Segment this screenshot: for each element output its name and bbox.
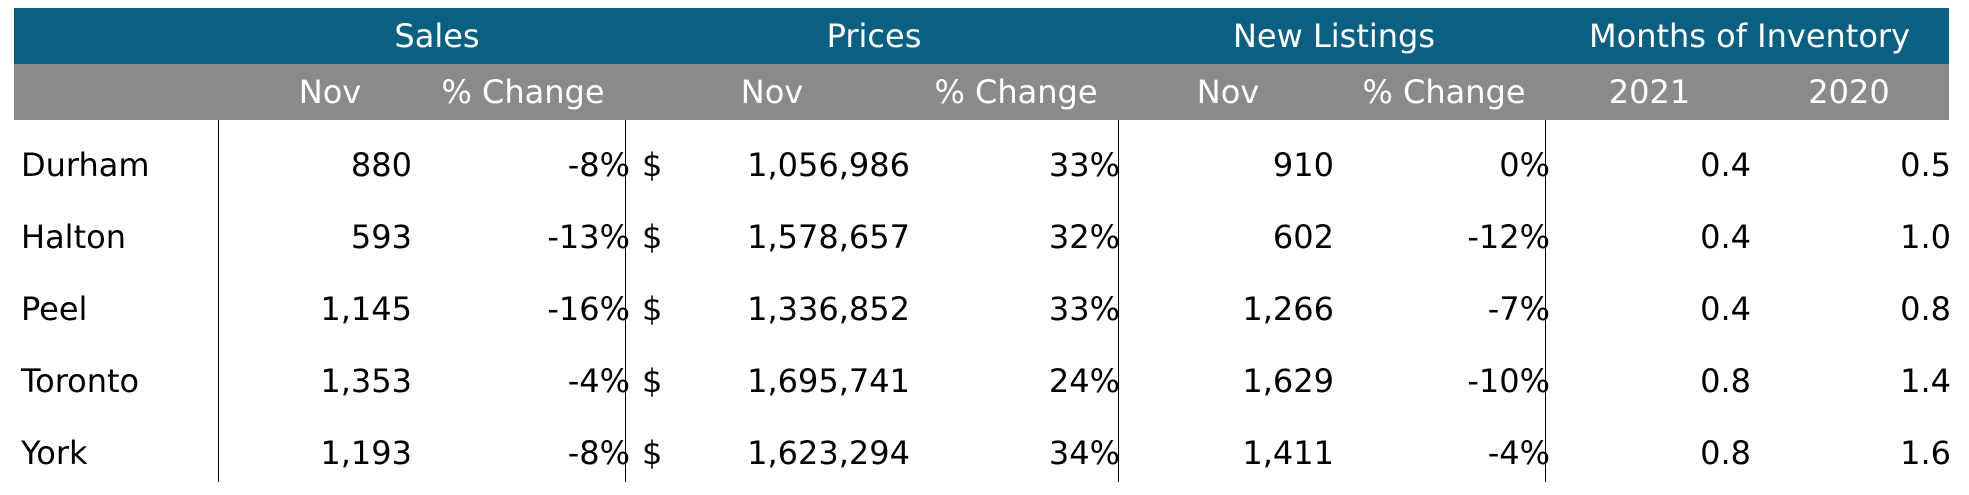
- sales-change-value: -4%: [567, 362, 630, 400]
- currency-symbol: $: [642, 434, 663, 472]
- price-nov-value: 1,695,741: [747, 362, 910, 400]
- listings-change-value: -7%: [1487, 290, 1550, 328]
- listings-change-value: -12%: [1467, 218, 1550, 256]
- inventory-2020-value: 1.6: [1900, 434, 1951, 472]
- price-nov-value: 1,336,852: [747, 290, 910, 328]
- region-label: Toronto: [21, 362, 140, 400]
- sales-change-value: -8%: [567, 434, 630, 472]
- group-header-row: Sales Prices New Listings Months of Inve…: [14, 8, 1949, 64]
- listings-nov-value: 1,266: [1242, 290, 1334, 328]
- listings-nov-value: 602: [1272, 218, 1334, 256]
- table-row: Halton 593 -13% $ 1,578,657 32% 602 -12%…: [14, 206, 1951, 268]
- sales-month-header: Nov: [298, 73, 362, 111]
- sales-change-value: -8%: [567, 146, 630, 184]
- column-divider: [1118, 120, 1119, 482]
- column-divider: [1545, 120, 1546, 482]
- inventory-2021-value: 0.4: [1700, 290, 1751, 328]
- sales-nov-value: 1,193: [320, 434, 412, 472]
- listings-change-value: -4%: [1487, 434, 1550, 472]
- sales-group-header: Sales: [394, 17, 480, 55]
- listings-month-header: Nov: [1196, 73, 1260, 111]
- table-row: Toronto 1,353 -4% $ 1,695,741 24% 1,629 …: [14, 350, 1951, 412]
- price-change-value: 34%: [1048, 434, 1120, 472]
- region-label: York: [21, 434, 88, 472]
- inventory-2021-header: 2021: [1608, 73, 1691, 111]
- prices-change-header: % Change: [934, 73, 1098, 111]
- region-label: Halton: [21, 218, 126, 256]
- inventory-2020-value: 1.0: [1900, 218, 1951, 256]
- months-of-inventory-group-header: Months of Inventory: [1589, 17, 1910, 55]
- inventory-2020-header: 2020: [1808, 73, 1890, 111]
- listings-nov-value: 1,411: [1242, 434, 1334, 472]
- inventory-2020-value: 1.4: [1900, 362, 1951, 400]
- table-row: Durham 880 -8% $ 1,056,986 33% 910 0% 0.…: [14, 134, 1951, 196]
- listings-change-value: -10%: [1467, 362, 1550, 400]
- region-label: Durham: [21, 146, 150, 184]
- listings-nov-value: 910: [1272, 146, 1334, 184]
- inventory-2020-value: 0.8: [1900, 290, 1951, 328]
- prices-group-header: Prices: [826, 17, 922, 55]
- sales-change-value: -13%: [547, 218, 630, 256]
- sales-nov-value: 593: [350, 218, 412, 256]
- listings-change-value: 0%: [1499, 146, 1550, 184]
- price-change-value: 33%: [1048, 146, 1120, 184]
- sales-nov-value: 1,353: [320, 362, 412, 400]
- inventory-2020-value: 0.5: [1900, 146, 1951, 184]
- price-nov-value: 1,623,294: [747, 434, 910, 472]
- price-change-value: 24%: [1048, 362, 1120, 400]
- sub-header-row: Nov % Change Nov % Change Nov % Change 2…: [14, 64, 1949, 120]
- table-row: Peel 1,145 -16% $ 1,336,852 33% 1,266 -7…: [14, 278, 1951, 340]
- new-listings-group-header: New Listings: [1232, 17, 1436, 55]
- inventory-2021-value: 0.8: [1700, 362, 1751, 400]
- table-row: York 1,193 -8% $ 1,623,294 34% 1,411 -4%…: [14, 422, 1951, 484]
- sales-nov-value: 880: [350, 146, 412, 184]
- currency-symbol: $: [642, 362, 663, 400]
- region-label: Peel: [21, 290, 88, 328]
- column-divider: [625, 120, 626, 482]
- currency-symbol: $: [642, 290, 663, 328]
- currency-symbol: $: [642, 146, 663, 184]
- listings-change-header: % Change: [1362, 73, 1526, 111]
- currency-symbol: $: [642, 218, 663, 256]
- listings-nov-value: 1,629: [1242, 362, 1334, 400]
- prices-month-header: Nov: [740, 73, 804, 111]
- price-nov-value: 1,578,657: [747, 218, 910, 256]
- inventory-2021-value: 0.4: [1700, 146, 1751, 184]
- sales-change-header: % Change: [441, 73, 605, 111]
- sales-change-value: -16%: [547, 290, 630, 328]
- price-change-value: 32%: [1048, 218, 1120, 256]
- sales-nov-value: 1,145: [320, 290, 412, 328]
- inventory-2021-value: 0.8: [1700, 434, 1751, 472]
- price-change-value: 33%: [1048, 290, 1120, 328]
- column-divider: [218, 120, 219, 482]
- inventory-2021-value: 0.4: [1700, 218, 1751, 256]
- price-nov-value: 1,056,986: [747, 146, 910, 184]
